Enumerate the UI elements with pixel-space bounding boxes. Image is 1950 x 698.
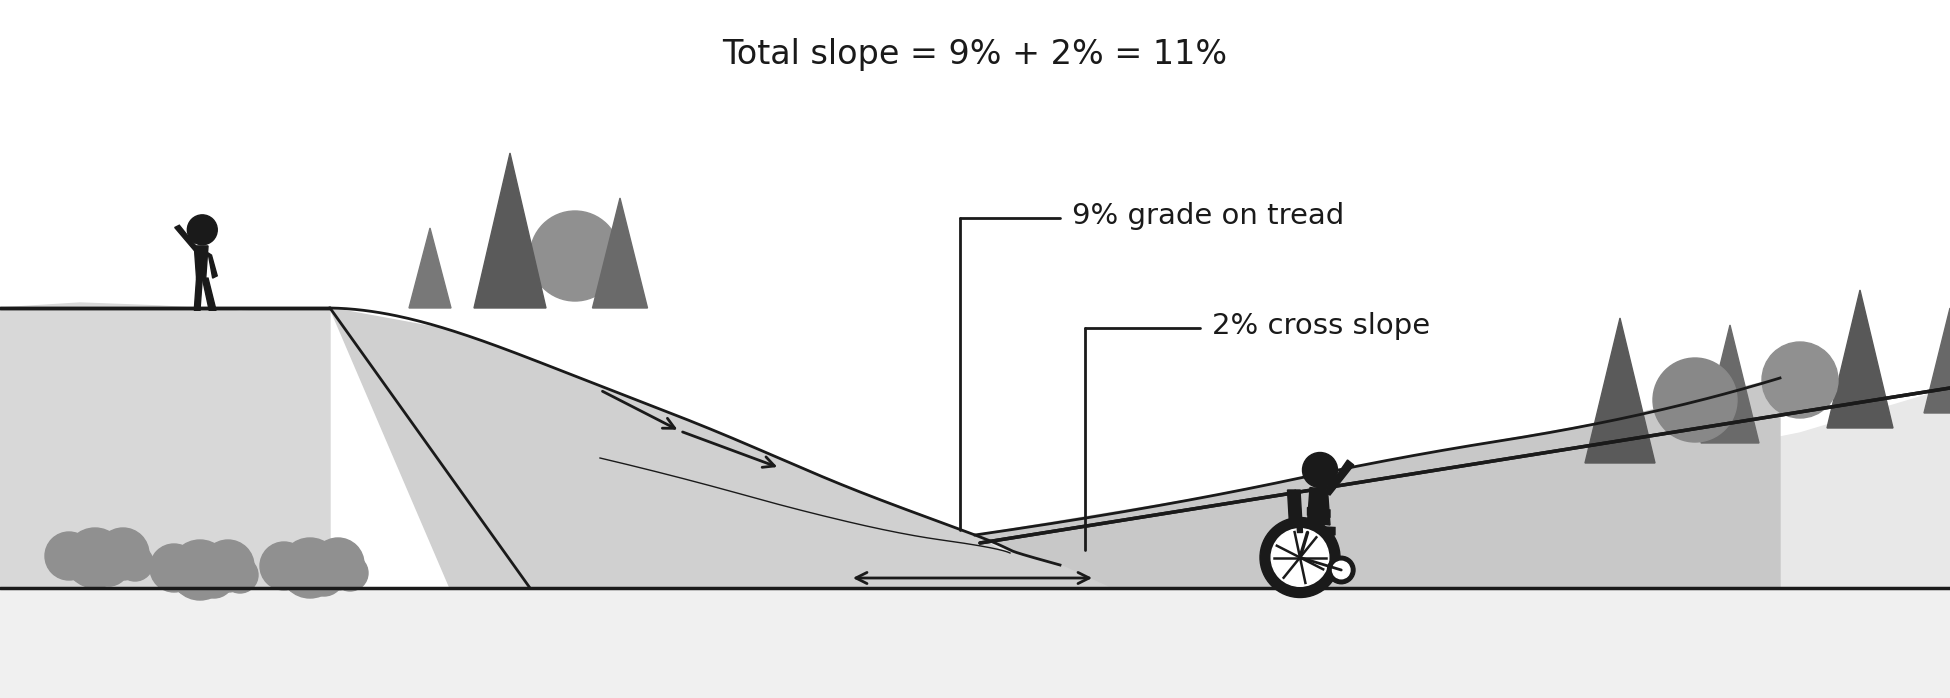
Circle shape [1328, 556, 1355, 584]
Polygon shape [1585, 318, 1656, 463]
Circle shape [117, 545, 152, 581]
Polygon shape [195, 246, 209, 278]
Circle shape [281, 538, 339, 598]
Polygon shape [1827, 290, 1893, 428]
Text: 9% grade on tread: 9% grade on tread [1072, 202, 1344, 230]
Polygon shape [981, 388, 1950, 588]
Circle shape [64, 546, 101, 582]
Polygon shape [1287, 490, 1297, 535]
Polygon shape [0, 303, 330, 588]
Polygon shape [975, 378, 1780, 588]
Circle shape [1763, 342, 1839, 418]
Circle shape [259, 542, 308, 590]
Circle shape [90, 546, 129, 586]
Circle shape [187, 215, 216, 245]
Circle shape [1303, 452, 1338, 487]
Polygon shape [410, 228, 450, 308]
Circle shape [1654, 358, 1737, 442]
Polygon shape [1308, 507, 1330, 517]
Circle shape [170, 540, 230, 600]
Polygon shape [1320, 533, 1324, 565]
Circle shape [530, 211, 620, 301]
Circle shape [45, 532, 94, 580]
Circle shape [281, 556, 316, 592]
Polygon shape [1287, 525, 1336, 535]
Circle shape [1260, 517, 1340, 597]
Polygon shape [195, 278, 203, 311]
Polygon shape [593, 198, 647, 308]
Circle shape [1271, 528, 1328, 586]
Polygon shape [176, 225, 197, 251]
Circle shape [98, 528, 148, 580]
Polygon shape [474, 153, 546, 308]
Polygon shape [209, 253, 216, 278]
Polygon shape [0, 588, 1950, 698]
Circle shape [222, 557, 257, 593]
Circle shape [203, 540, 254, 592]
Circle shape [312, 538, 365, 590]
Polygon shape [1295, 490, 1303, 533]
Polygon shape [1324, 460, 1353, 495]
Circle shape [150, 544, 199, 592]
Circle shape [332, 555, 369, 591]
Circle shape [304, 556, 343, 596]
Polygon shape [203, 278, 216, 311]
Polygon shape [1700, 325, 1759, 443]
Text: 2% cross slope: 2% cross slope [1213, 312, 1429, 340]
Circle shape [170, 558, 207, 594]
Circle shape [193, 558, 234, 598]
Polygon shape [1308, 487, 1330, 525]
Circle shape [64, 528, 125, 588]
Polygon shape [1320, 563, 1342, 571]
Polygon shape [1925, 308, 1950, 413]
Circle shape [1332, 561, 1349, 579]
Text: Total slope = 9% + 2% = 11%: Total slope = 9% + 2% = 11% [722, 38, 1228, 71]
Polygon shape [330, 308, 1110, 588]
